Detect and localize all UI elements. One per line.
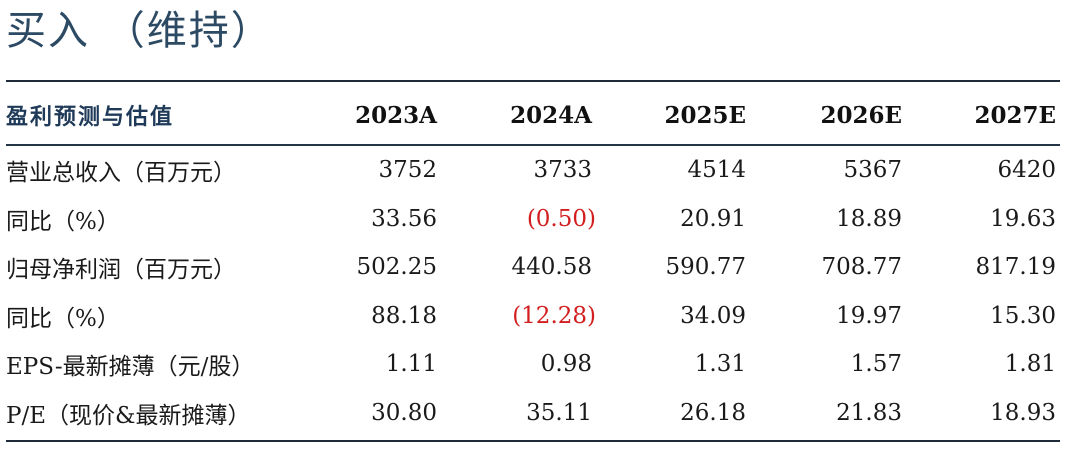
year-header: 2023A bbox=[355, 101, 437, 129]
table-top-rule bbox=[6, 80, 1060, 82]
row-label: 同比（%） bbox=[6, 305, 120, 332]
table-cell: 1.31 bbox=[694, 351, 746, 378]
table-cell: 0.98 bbox=[540, 351, 592, 378]
year-header: 2024A bbox=[510, 101, 592, 129]
earnings-forecast-table: 盈利预测与估值 2023A 2024A 2025E 2026E 2027E 营业… bbox=[6, 84, 1060, 437]
table-cell: 590.77 bbox=[665, 254, 746, 281]
table-cell: 15.30 bbox=[990, 302, 1056, 329]
table-cell: 4514 bbox=[687, 157, 746, 184]
table-cell: 33.56 bbox=[371, 205, 437, 232]
table-row: 归母净利润（百万元） 502.25 440.58 590.77 708.77 8… bbox=[6, 243, 1060, 292]
table-cell: 708.77 bbox=[821, 254, 902, 281]
table-cell: 20.91 bbox=[680, 205, 746, 232]
table-cell: 18.89 bbox=[836, 205, 902, 232]
negative-value-cell: (12.28) bbox=[512, 302, 596, 329]
table-row: 同比（%） 33.56 (0.50) 20.91 18.89 19.63 bbox=[6, 195, 1060, 244]
table-row: EPS-最新摊薄（元/股） 1.11 0.98 1.31 1.57 1.81 bbox=[6, 340, 1060, 389]
table-row: 营业总收入（百万元） 3752 3733 4514 5367 6420 bbox=[6, 146, 1060, 195]
table-cell: 502.25 bbox=[356, 254, 437, 281]
row-label: 营业总收入（百万元） bbox=[6, 160, 236, 187]
table-cell: 440.58 bbox=[511, 254, 592, 281]
year-header: 2026E bbox=[820, 101, 902, 129]
table-cell: 1.11 bbox=[385, 351, 437, 378]
rating-title: 买入 （维持） bbox=[6, 8, 273, 54]
row-label: EPS-最新摊薄（元/股） bbox=[6, 354, 255, 381]
table-cell: 88.18 bbox=[371, 302, 437, 329]
table-cell: 817.19 bbox=[975, 254, 1056, 281]
table-bottom-rule bbox=[6, 440, 1060, 442]
row-label: 同比（%） bbox=[6, 208, 120, 235]
table-header-row: 盈利预测与估值 2023A 2024A 2025E 2026E 2027E bbox=[6, 84, 1060, 146]
table-cell: 6420 bbox=[997, 157, 1056, 184]
table-cell: 18.93 bbox=[990, 399, 1056, 426]
table-cell: 1.81 bbox=[1004, 351, 1056, 378]
negative-value-cell: (0.50) bbox=[526, 205, 596, 232]
table-cell: 3733 bbox=[533, 157, 592, 184]
table-cell: 3752 bbox=[378, 157, 437, 184]
table-row: 同比（%） 88.18 (12.28) 34.09 19.97 15.30 bbox=[6, 292, 1060, 341]
table-cell: 34.09 bbox=[680, 302, 746, 329]
row-label: 归母净利润（百万元） bbox=[6, 257, 236, 284]
table-header-label: 盈利预测与估值 bbox=[6, 104, 175, 130]
table-cell: 19.63 bbox=[990, 205, 1056, 232]
table-cell: 19.97 bbox=[836, 302, 902, 329]
table-cell: 30.80 bbox=[371, 399, 437, 426]
table-cell: 35.11 bbox=[526, 399, 592, 426]
table-cell: 5367 bbox=[843, 157, 902, 184]
table-cell: 21.83 bbox=[836, 399, 902, 426]
table-cell: 26.18 bbox=[680, 399, 746, 426]
row-label: P/E（现价&最新摊薄） bbox=[6, 402, 251, 429]
year-header: 2025E bbox=[664, 101, 746, 129]
table-header-rule bbox=[6, 144, 1060, 146]
table-cell: 1.57 bbox=[850, 351, 902, 378]
table-row: P/E（现价&最新摊薄） 30.80 35.11 26.18 21.83 18.… bbox=[6, 389, 1060, 438]
year-header: 2027E bbox=[974, 101, 1056, 129]
